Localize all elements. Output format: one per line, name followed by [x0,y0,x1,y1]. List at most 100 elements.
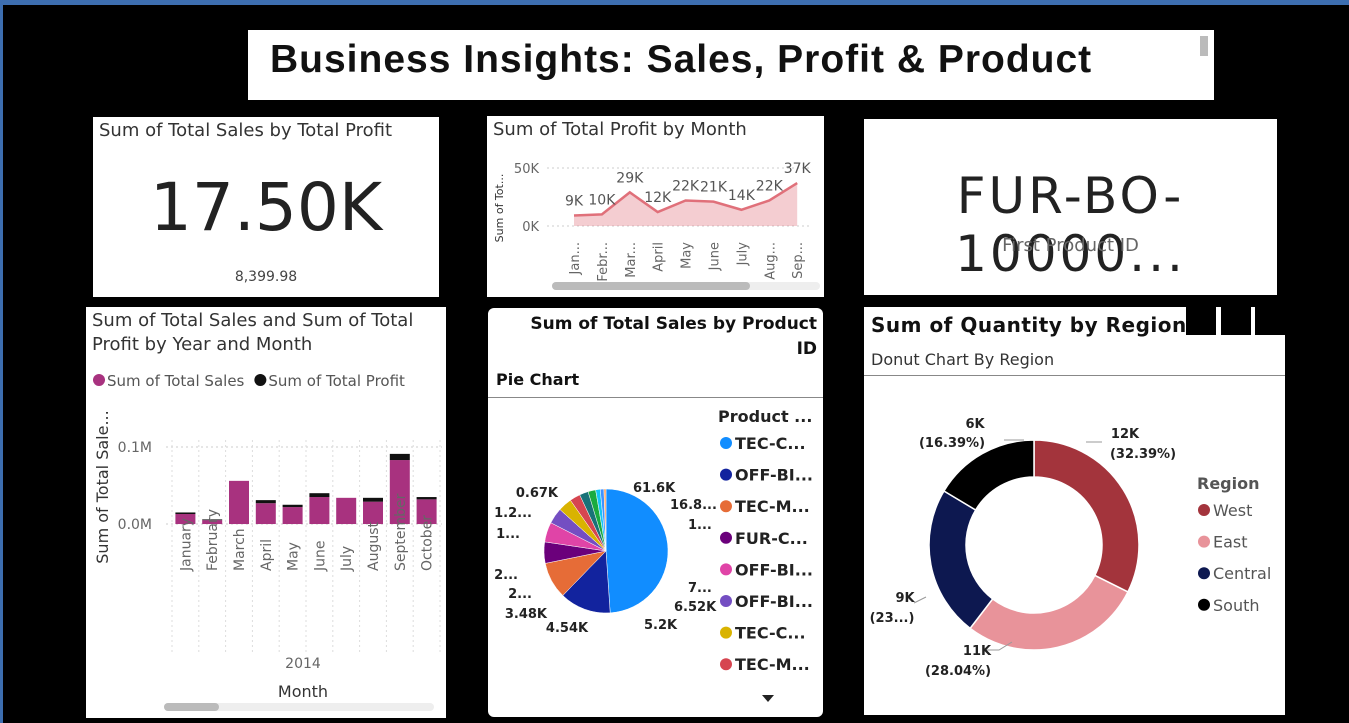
bar [389,453,410,461]
legend-marker [720,595,732,607]
page-title: Business Insights: Sales, Profit & Produ… [270,38,1093,81]
legend-label: West [1213,501,1252,520]
leader-line [986,641,1013,651]
data-label: 29K [616,170,644,186]
x-axis-label: Month [278,682,328,701]
data-label: 1... [688,518,712,533]
bar [309,497,330,525]
data-label: 9K [895,591,915,606]
pie-panel[interactable]: Sum of Total Sales by Product ID Pie Cha… [488,308,823,717]
x-tick-label: June [312,541,328,573]
legend-label: FUR-C... [735,529,808,548]
kpi-card[interactable]: FUR-BO-10000... First Product ID [864,119,1277,295]
legend-label: OFF-BI... [735,466,813,485]
data-label: 22K [756,178,784,194]
x-tick-label: May [680,242,695,269]
data-label: 7... [688,581,712,596]
legend-marker [720,468,732,481]
pie-slice [605,488,669,614]
data-label: 16.8... [670,498,717,513]
bar-panel[interactable]: Sum of Total Sales and Sum of Total Prof… [86,307,446,718]
x-tick-label: Mar... [624,242,639,278]
data-label: 3.48K [505,607,548,622]
data-label: 61.6K [633,481,676,496]
x-tick-label: July [339,546,355,572]
line-chart: 0K 50K Sum of Tot... 9K Jan... 10K Febr... 29K M… [493,161,820,290]
bar [229,480,249,525]
x-tick-label: July [735,242,750,267]
percent-label: (23...) [870,611,915,626]
card-value: FUR-BO-10000... [955,167,1186,283]
x-tick-label: April [652,242,667,272]
legend-label: OFF-BI... [735,592,813,611]
bar [416,497,437,500]
scroll-arrow [762,695,774,702]
y-tick-label: 50K [514,162,540,177]
legend-marker [254,374,267,386]
bar [363,501,383,525]
chart-title: Sum of Total Sales by Product ID [530,314,817,359]
x-tick-label: Aug... [763,242,778,280]
legend-title: Product ... [718,407,812,426]
bar [255,500,276,504]
divider [864,375,1285,376]
legend-marker [93,374,105,386]
data-label: 2... [508,587,532,602]
icon-button[interactable] [1255,307,1285,335]
percent-label: (28.04%) [925,664,991,679]
icon-button[interactable] [1221,307,1251,335]
y-axis-label: Sum of Total Sale... [93,410,112,563]
x-tick-label: Sep... [791,242,806,279]
bar [175,512,196,515]
card-label: First Product ID [1002,235,1139,256]
bar [175,514,196,525]
legend-label: Sum of Total Profit [268,372,405,390]
data-label: 0.67K [516,486,559,501]
x-tick-label: May [286,542,302,571]
donut-slice [928,489,994,630]
legend-label: South [1213,596,1260,615]
legend-marker [1198,598,1210,611]
data-label: 12K [1111,427,1140,442]
bar [336,497,357,525]
legend-label: East [1213,533,1248,552]
legend-marker [720,658,732,671]
x-tick-label: October [420,515,436,571]
year-label: 2014 [285,656,321,672]
data-label: 9K [565,194,584,210]
bar [202,520,223,525]
data-label: 10K [588,192,616,208]
line-panel[interactable]: Sum of Total Profit by Month 0K 50K Sum of… [487,116,824,297]
data-label: 2... [494,568,518,583]
data-label: 22K [672,178,700,194]
donut-chart: 12K (32.39%) 11K (28.04%) 9K (23...) 6K (16.39%… [870,417,1272,679]
y-tick-label: 0.0M [118,517,152,533]
x-tick-label: August [366,521,382,571]
scrollbar-track [164,703,434,711]
kpi-card[interactable]: Sum of Total Sales by Total Profit 17.50… [93,117,439,297]
data-label: 14K [728,188,756,204]
legend-marker [1198,567,1210,580]
card-note: 8,399.98 [234,269,298,285]
legend-label: Central [1213,564,1271,583]
legend-label: OFF-BI... [735,560,813,579]
donut-panel[interactable]: Sum of Quantity by Region Donut Chart By… [864,307,1285,715]
legend-marker [720,563,732,576]
scroll-thumb [1200,36,1208,56]
legend-label: Sum of Total Sales [107,372,245,390]
window-frame [0,0,1349,5]
legend-marker [720,500,732,513]
y-axis-label: Sum of Tot... [493,174,506,243]
line [573,182,798,217]
x-tick-label: June [708,242,723,271]
donut-slice [969,574,1129,651]
icon-button[interactable] [1186,307,1216,335]
card-title: Sum of Total Sales by Total Profit [99,120,393,141]
x-tick-label: Jan... [568,242,583,275]
data-label: 5.2K [644,618,678,633]
window-frame [0,0,3,723]
legend-marker [1198,504,1210,516]
percent-label: (32.39%) [1110,447,1176,462]
